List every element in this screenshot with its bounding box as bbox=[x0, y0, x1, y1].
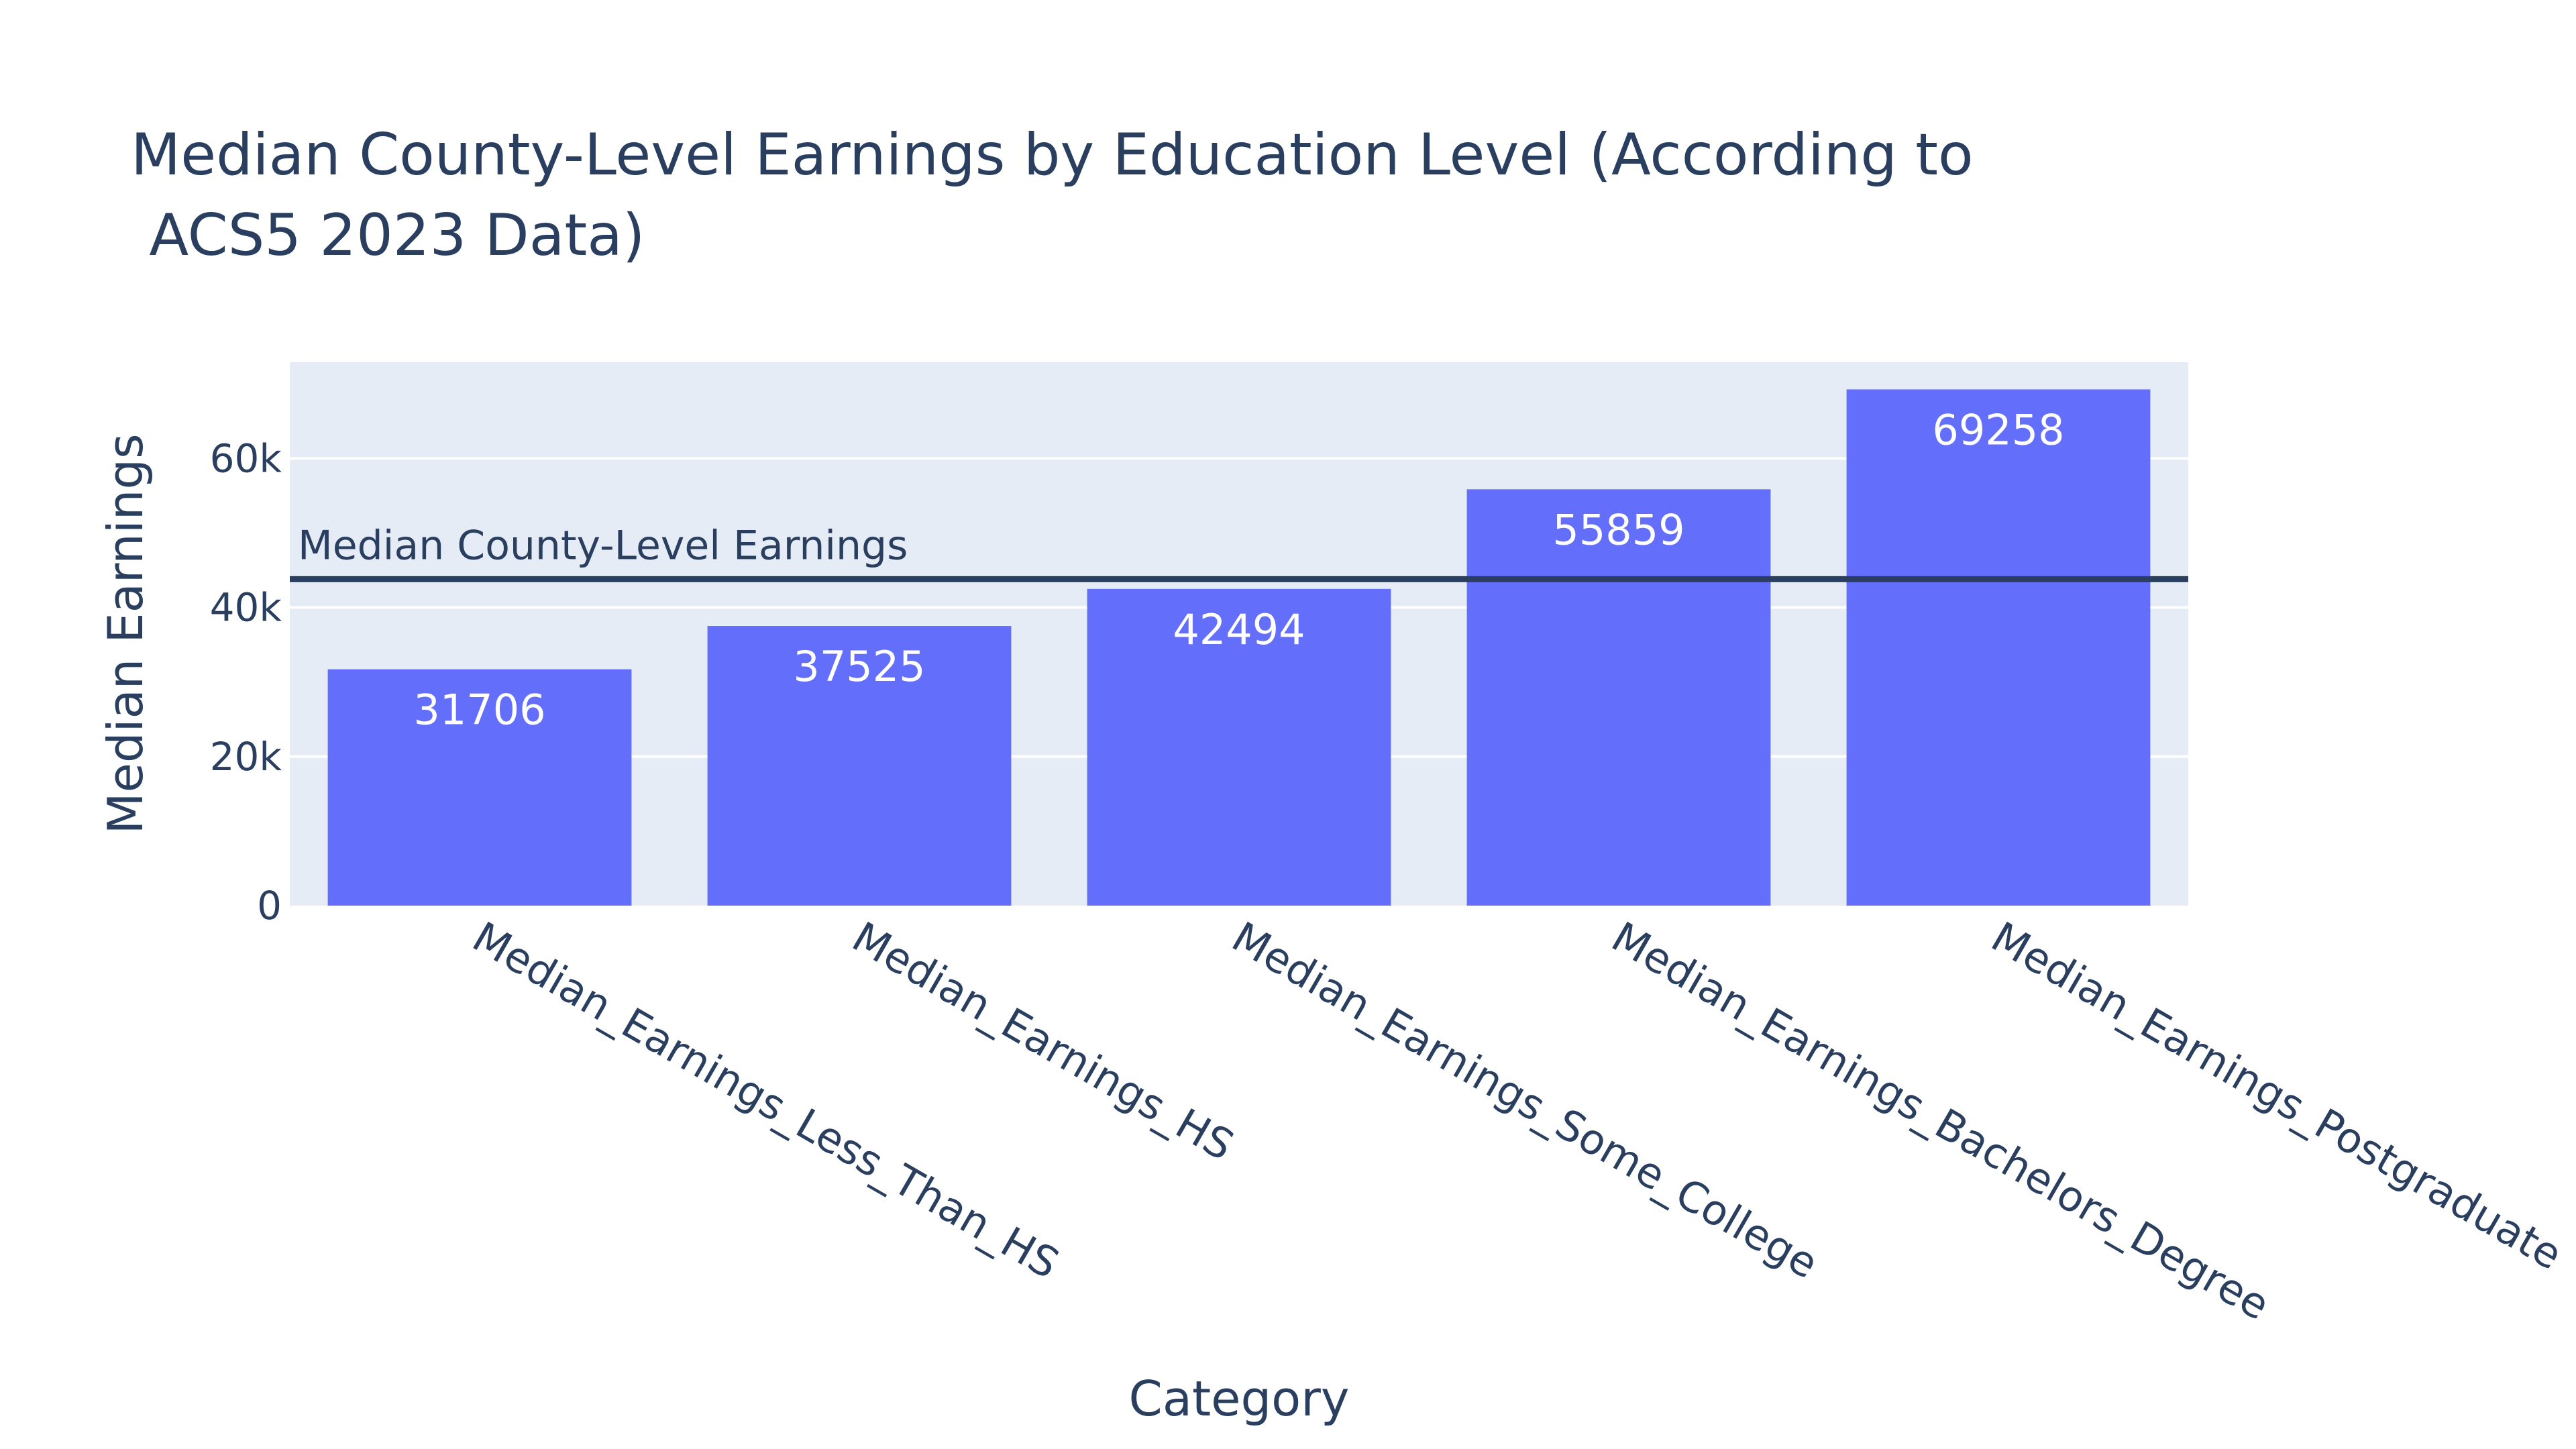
x-axis-title: Category bbox=[1129, 1371, 1350, 1427]
reference-line-group: Median County-Level Earnings bbox=[290, 522, 2188, 582]
bar-value-label: 69258 bbox=[1932, 405, 2064, 454]
chart-title-line-1: Median County-Level Earnings by Educatio… bbox=[131, 121, 1974, 189]
bar bbox=[327, 669, 632, 906]
y-tick-label: 20k bbox=[210, 734, 282, 780]
chart-title-line-2: ACS5 2023 Data) bbox=[131, 202, 645, 269]
bar bbox=[1846, 389, 2151, 906]
bar bbox=[1087, 588, 1391, 906]
y-tick-label: 0 bbox=[257, 883, 282, 928]
bars: 31706 37525 42494 55859 69258 bbox=[327, 389, 2151, 906]
bar-value-label: 42494 bbox=[1173, 605, 1305, 654]
y-tick-label: 60k bbox=[210, 435, 282, 481]
bar bbox=[707, 626, 1012, 906]
reference-line-label: Median County-Level Earnings bbox=[298, 522, 908, 569]
y-axis-ticks: 0 20k 40k 60k bbox=[210, 435, 282, 928]
y-tick-label: 40k bbox=[210, 585, 282, 631]
y-axis-title: Median Earnings bbox=[97, 433, 154, 834]
bar-value-label: 37525 bbox=[793, 642, 925, 691]
bar bbox=[1466, 489, 1771, 906]
bar-value-label: 55859 bbox=[1552, 505, 1684, 554]
bar-value-label: 31706 bbox=[413, 686, 545, 735]
